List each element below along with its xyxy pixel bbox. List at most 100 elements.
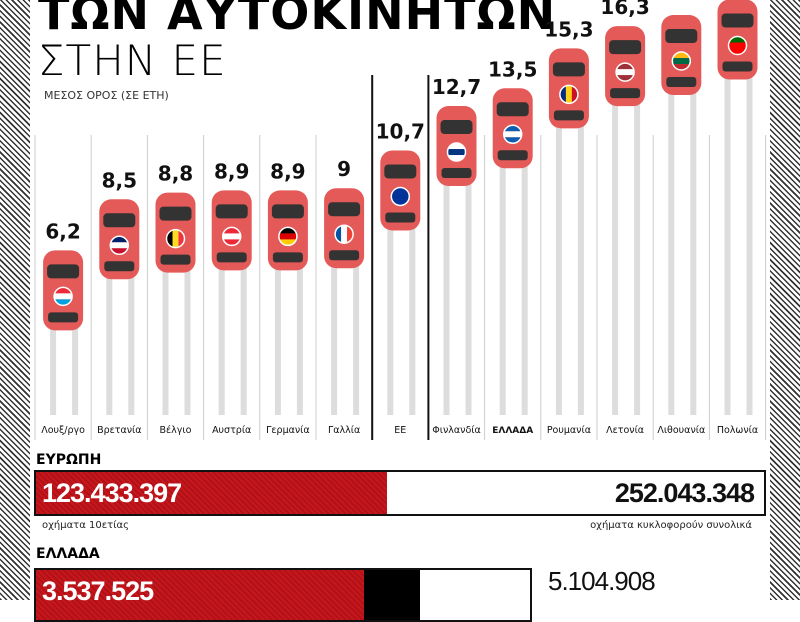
- car-bar: 12,7: [432, 75, 481, 415]
- tire-track: [162, 262, 169, 415]
- tire-track: [128, 269, 135, 415]
- tire-track: [72, 320, 79, 415]
- tire-track: [106, 269, 113, 415]
- tire-track: [634, 96, 641, 415]
- car-rear-window: [104, 261, 135, 272]
- lithuania-flag-icon: [672, 52, 691, 71]
- belgium-flag-icon: [166, 229, 185, 248]
- value-label: 8,5: [102, 168, 137, 192]
- car-windshield: [215, 204, 248, 219]
- tire-track: [465, 176, 472, 415]
- car-windshield: [609, 40, 642, 55]
- car-bar: 13,5: [488, 57, 537, 416]
- value-label: 10,7: [376, 119, 425, 143]
- hatch-border-right: [770, 0, 800, 600]
- chart-title: ΤΩΝ ΑΥΤΟΚΙΝΗΤΩΝ: [38, 0, 557, 40]
- tire-track: [184, 262, 191, 415]
- tire-track: [50, 320, 57, 415]
- car-windshield: [271, 204, 304, 219]
- value-label: 15,3: [544, 17, 593, 41]
- category-label: Αυστρία: [212, 425, 251, 436]
- luxembourg-flag-icon: [54, 287, 73, 306]
- value-label: 8,9: [270, 159, 305, 183]
- tire-track: [521, 158, 528, 416]
- category-label: Βρετανία: [97, 425, 141, 436]
- tire-track: [746, 69, 753, 415]
- car-rear-window: [272, 252, 303, 263]
- greece-total-value: 5.104.908: [548, 566, 656, 596]
- hatch-border-left: [0, 0, 30, 600]
- category-label: Λιθουανία: [657, 425, 705, 436]
- tire-track: [577, 118, 584, 415]
- car-windshield: [552, 62, 585, 77]
- europe-bar: 123.433.397 252.043.348: [34, 470, 766, 516]
- category-label: Γερμανία: [266, 425, 310, 436]
- tire-track: [499, 158, 506, 416]
- car-windshield: [47, 264, 80, 279]
- car-windshield: [328, 202, 361, 217]
- europe-old-caption: οχήματα 10ετίας: [42, 520, 129, 531]
- value-label: 12,7: [432, 75, 481, 99]
- germany-flag-icon: [278, 227, 297, 246]
- category-label: Βέλγιο: [160, 425, 192, 436]
- car-bar: 6,2: [43, 219, 84, 415]
- car-bar: 10,7: [376, 119, 425, 415]
- tire-track: [443, 176, 450, 415]
- tire-track: [612, 96, 619, 415]
- value-label: 16,3: [600, 0, 649, 19]
- car-bar: [661, 15, 702, 415]
- portugal-flag-icon: [728, 36, 747, 55]
- category-label: Ρουμανία: [547, 425, 591, 436]
- value-label: 8,8: [158, 162, 193, 186]
- tire-track: [331, 258, 338, 415]
- category-label: Γαλλία: [328, 425, 360, 436]
- tire-track: [296, 260, 303, 415]
- europe-total-caption: οχήματα κυκλοφορούν συνολικά: [590, 520, 752, 531]
- car-bar: 8,8: [155, 162, 196, 415]
- car-rear-window: [216, 252, 247, 263]
- romania-flag-icon: [559, 85, 578, 104]
- car-rear-window: [385, 212, 416, 223]
- car-bar: [717, 0, 758, 415]
- europe-label: ΕΥΡΩΠΗ: [36, 452, 102, 468]
- category-label: Λετονία: [606, 425, 644, 436]
- category-label: Φινλανδία: [432, 425, 480, 436]
- greece-bar: 3.537.525: [34, 568, 532, 622]
- uk-flag-icon: [110, 236, 129, 255]
- value-label: 13,5: [488, 57, 537, 81]
- car-bar: 8,9: [267, 159, 308, 415]
- tire-track: [240, 260, 247, 415]
- tire-track: [690, 85, 697, 415]
- car-rear-window: [160, 254, 191, 265]
- category-label: Πολωνία: [717, 425, 758, 436]
- car-rear-window: [666, 77, 697, 88]
- value-label: 9: [337, 157, 351, 181]
- greece-flag-icon: [503, 125, 522, 144]
- car-rear-window: [722, 61, 753, 72]
- category-label: Λουξ/ργο: [41, 425, 85, 436]
- car-windshield: [665, 29, 698, 44]
- tire-track: [409, 220, 416, 415]
- value-label: 6,2: [45, 219, 80, 243]
- car-windshield: [721, 13, 754, 28]
- greece-label: ΕΛΛΑΔΑ: [36, 546, 100, 562]
- car-windshield: [159, 206, 192, 221]
- france-flag-icon: [335, 225, 354, 244]
- tire-track: [668, 85, 675, 415]
- tire-track: [218, 260, 225, 415]
- tire-track: [353, 258, 360, 415]
- tire-track: [555, 118, 562, 415]
- value-label: 8,9: [214, 159, 249, 183]
- car-chart: 6,2 Λουξ/ργο 8,5 Βρετανία 8,8 Βέλγιο 8,9 Αυστρί…: [34, 0, 767, 440]
- tire-track: [274, 260, 281, 415]
- tire-track: [724, 69, 731, 415]
- car-bar: 16,3: [600, 0, 650, 415]
- austria-flag-icon: [222, 227, 241, 246]
- car-rear-window: [441, 168, 472, 179]
- car-rear-window: [553, 110, 584, 121]
- car-bar: 8,9: [211, 159, 252, 415]
- category-label: ΕΕ: [394, 425, 406, 436]
- finland-flag-icon: [447, 143, 466, 162]
- car-bar: 8,5: [99, 168, 140, 415]
- greece-black-segment: [364, 570, 420, 620]
